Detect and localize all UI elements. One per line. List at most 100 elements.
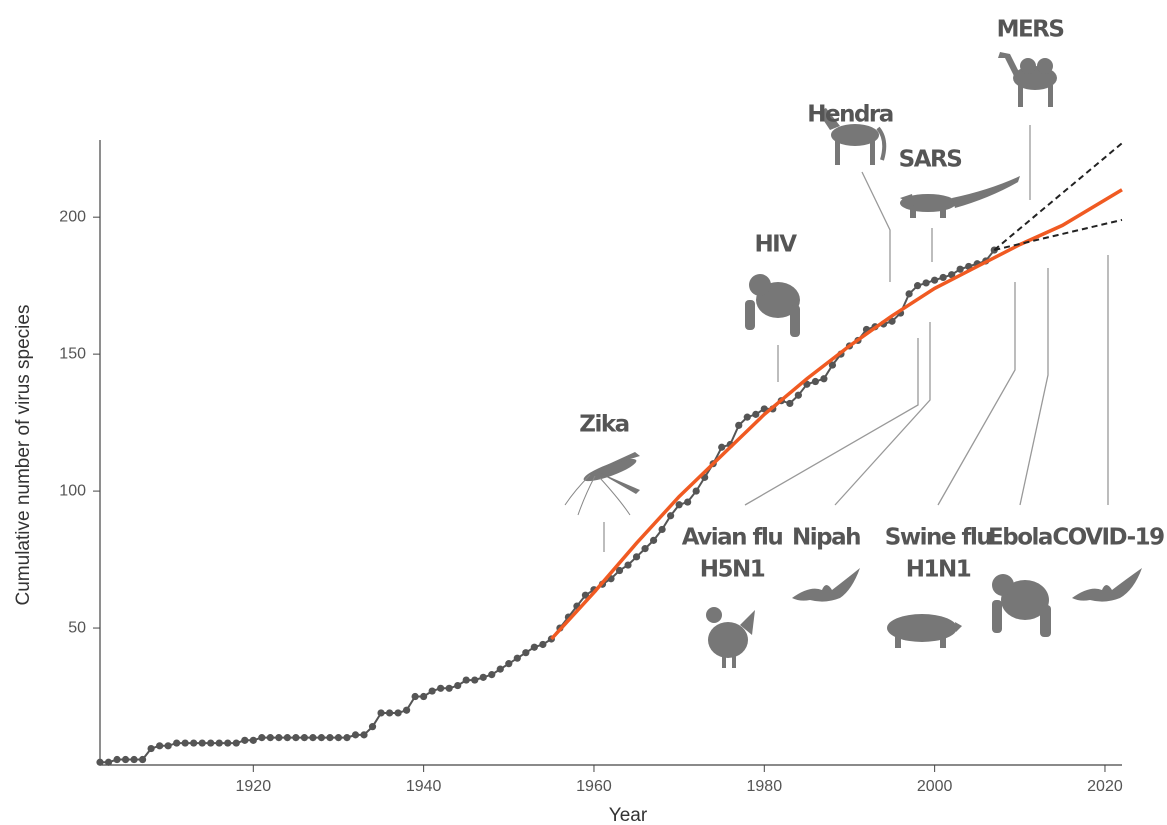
data-point bbox=[948, 271, 956, 279]
y-tick-label: 100 bbox=[59, 482, 86, 499]
leader-line bbox=[937, 282, 1016, 506]
data-point bbox=[96, 758, 104, 766]
data-point bbox=[156, 742, 164, 750]
annotation-label: Hendra bbox=[807, 102, 893, 128]
data-point bbox=[190, 739, 198, 747]
data-point bbox=[181, 739, 189, 747]
data-point bbox=[385, 709, 394, 717]
data-point bbox=[718, 443, 726, 451]
x-axis-title: Year bbox=[609, 805, 648, 825]
data-point bbox=[471, 676, 479, 684]
data-point bbox=[445, 684, 453, 692]
data-point bbox=[360, 731, 368, 739]
data-point bbox=[343, 734, 351, 742]
data-point bbox=[275, 734, 283, 742]
chicken-icon bbox=[706, 607, 755, 668]
data-point bbox=[684, 498, 692, 506]
leader-line bbox=[861, 171, 891, 282]
x-tick-label: 1940 bbox=[406, 778, 442, 795]
annotation-label: Zika bbox=[579, 412, 628, 438]
data-point bbox=[104, 758, 113, 766]
data-point bbox=[658, 525, 666, 534]
leader-lines bbox=[603, 125, 1109, 552]
data-point bbox=[539, 640, 547, 649]
leader-line bbox=[744, 338, 919, 506]
data-point bbox=[198, 739, 206, 747]
leader-line bbox=[834, 322, 931, 506]
data-point bbox=[632, 553, 641, 561]
data-point bbox=[411, 692, 419, 701]
data-point bbox=[173, 739, 181, 747]
data-point bbox=[479, 673, 487, 681]
data-point bbox=[675, 501, 683, 509]
horse-icon bbox=[818, 108, 887, 165]
icons bbox=[564, 52, 1142, 668]
x-tick-label: 1960 bbox=[576, 778, 612, 795]
data-point bbox=[786, 399, 794, 408]
data-point bbox=[215, 739, 223, 747]
bat-icon bbox=[792, 568, 860, 602]
series-line bbox=[100, 249, 996, 764]
data-point bbox=[292, 734, 300, 742]
x-tick-label: 1920 bbox=[236, 778, 272, 795]
data-point bbox=[394, 709, 402, 717]
data-point bbox=[377, 709, 385, 717]
data-point bbox=[667, 512, 675, 520]
data-point bbox=[207, 739, 215, 747]
data-point bbox=[121, 755, 130, 764]
data-point bbox=[403, 706, 411, 714]
projection-line bbox=[993, 142, 1123, 251]
data-point bbox=[224, 739, 232, 747]
y-axis-title: Cumulative number of virus species bbox=[13, 305, 34, 606]
data-point bbox=[828, 361, 837, 369]
data-point bbox=[522, 649, 530, 657]
data-point bbox=[420, 692, 428, 701]
annotation-label: HIV bbox=[754, 232, 797, 258]
data-point bbox=[241, 736, 249, 744]
annotation-label: SARS bbox=[899, 147, 962, 173]
data-point bbox=[752, 410, 760, 418]
data-point bbox=[641, 545, 649, 553]
annotation-label: H5N1 bbox=[700, 557, 765, 583]
data-point bbox=[266, 734, 274, 742]
y-tick-label: 150 bbox=[59, 345, 86, 362]
series-line bbox=[550, 188, 1123, 641]
annotation-label: Ebola bbox=[988, 525, 1052, 551]
data-point bbox=[905, 290, 913, 298]
data-point bbox=[164, 742, 172, 750]
data-point bbox=[530, 643, 538, 651]
data-point bbox=[649, 536, 658, 544]
y-tick-label: 200 bbox=[59, 208, 86, 225]
annotation-label: COVID-19 bbox=[1052, 525, 1164, 551]
data-point bbox=[351, 731, 360, 739]
data-point bbox=[113, 755, 121, 764]
x-tick-label: 2020 bbox=[1087, 778, 1123, 795]
data-point bbox=[931, 276, 939, 284]
data-point bbox=[615, 566, 624, 575]
data-point bbox=[300, 734, 308, 742]
x-tick-label: 1980 bbox=[747, 778, 783, 795]
projection-line bbox=[994, 218, 1123, 251]
data-point bbox=[513, 654, 521, 662]
pig-icon bbox=[887, 614, 962, 648]
data-point bbox=[334, 734, 343, 742]
ape-icon bbox=[745, 274, 800, 337]
data-point bbox=[735, 421, 743, 429]
annotation-label: Nipah bbox=[792, 525, 860, 551]
data-point bbox=[454, 681, 462, 690]
civet-icon bbox=[900, 176, 1020, 218]
data-point bbox=[326, 734, 334, 742]
leader-line bbox=[1019, 268, 1049, 506]
data-point bbox=[914, 282, 922, 290]
data-point bbox=[317, 734, 326, 742]
mosquito-icon bbox=[564, 452, 640, 516]
data-point bbox=[437, 684, 445, 692]
data-point bbox=[462, 676, 470, 684]
data-point bbox=[820, 375, 828, 383]
data-point bbox=[232, 739, 240, 747]
data-point bbox=[428, 687, 436, 695]
data-point bbox=[147, 744, 155, 753]
data-point bbox=[956, 265, 964, 273]
data-point bbox=[922, 279, 930, 287]
